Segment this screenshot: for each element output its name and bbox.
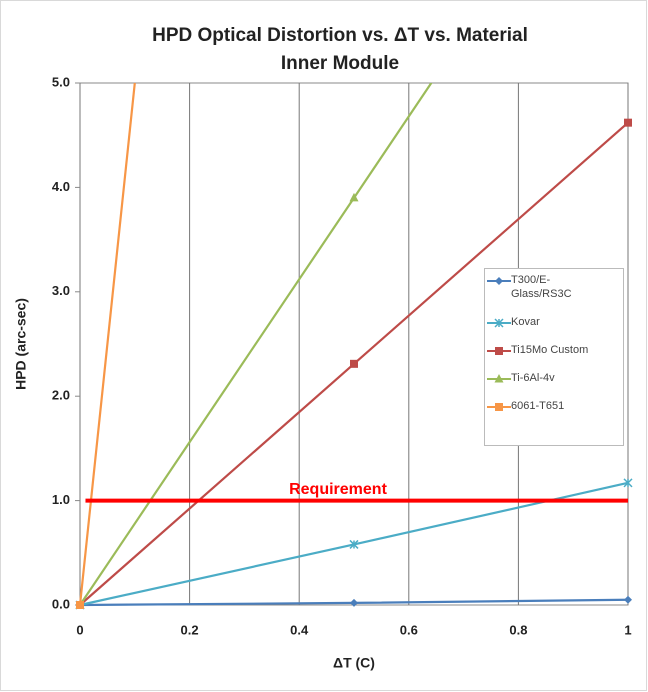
plot-series (75, 83, 633, 610)
legend-marker (495, 277, 503, 285)
x-tick-label: 0.6 (400, 622, 418, 637)
legend-item: T300/E-Glass/RS3C (487, 273, 621, 301)
legend-label: Kovar (511, 316, 540, 328)
legend-item: Ti-6Al-4v (487, 371, 621, 385)
marker (349, 539, 359, 549)
legend-swatch (487, 277, 511, 285)
legend-label: T300/E-Glass/RS3C (511, 274, 572, 300)
annotation-label: Requirement (289, 481, 387, 498)
marker (76, 601, 84, 609)
marker (350, 359, 358, 368)
x-tick-label: 0.2 (181, 622, 199, 637)
legend-marker (495, 347, 503, 355)
x-tick-label: 1 (624, 622, 631, 637)
legend-item: 6061-T651 (487, 399, 621, 413)
legend-swatch (487, 318, 511, 328)
chart-subtitle: Inner Module (281, 53, 399, 74)
marker (349, 192, 359, 202)
y-axis-label: HPD (arc-sec) (13, 298, 29, 390)
y-tick-label: 5.0 (52, 74, 70, 89)
legend-swatch (487, 347, 511, 355)
legend-label: 6061-T651 (511, 400, 565, 412)
legend-swatch (487, 374, 511, 383)
marker (623, 478, 633, 488)
legend-marker (495, 403, 503, 411)
legend: T300/E-Glass/RS3C Kovar Ti15Mo Custom Ti-6A… (484, 268, 624, 446)
y-tick-label: 3.0 (52, 283, 70, 298)
y-tick-label: 4.0 (52, 179, 70, 194)
legend-item: Ti15Mo Custom (487, 343, 621, 357)
legend-item: Kovar (487, 315, 621, 329)
legend-label: Ti-6Al-4v (511, 372, 555, 384)
legend-marker (494, 374, 504, 383)
x-tick-label: 0.4 (290, 622, 309, 637)
x-axis-label: ΔT (C) (333, 655, 375, 671)
y-tick-label: 0.0 (52, 596, 70, 611)
x-tick-label: 0.8 (509, 622, 527, 637)
marker (624, 595, 632, 604)
chart-title: HPD Optical Distortion vs. ΔT vs. Materi… (152, 25, 528, 46)
x-tick-label: 0 (76, 622, 83, 637)
y-tick-label: 1.0 (52, 492, 70, 507)
legend-marker (494, 318, 504, 328)
legend-swatch (487, 403, 511, 411)
marker (624, 118, 632, 127)
y-tick-label: 2.0 (52, 388, 70, 403)
legend-label: Ti15Mo Custom (511, 344, 589, 356)
marker (350, 598, 358, 607)
